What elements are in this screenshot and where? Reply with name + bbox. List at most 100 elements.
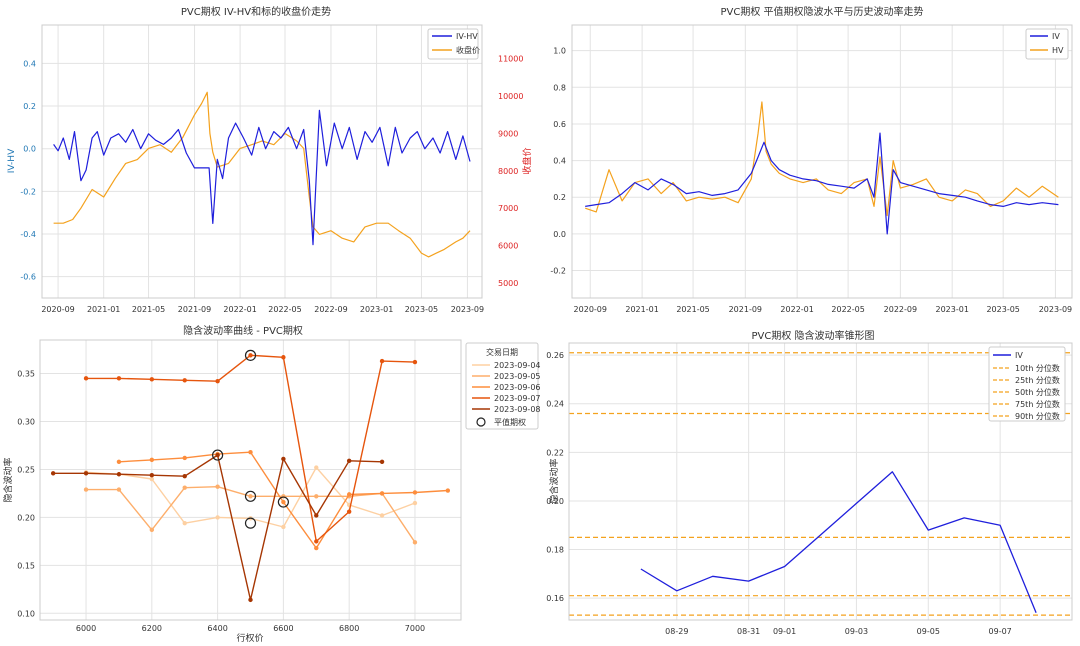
chart-4-frame [568,342,1073,621]
chart-3-point [379,358,385,364]
chart-1-x-tick-label: 2022-01 [223,305,256,314]
chart-3-point [215,484,220,489]
chart-3-atm-marker [244,517,257,529]
chart-1-legend-label-iv-hv: IV-HV [456,32,478,41]
chart-3-point [149,527,155,533]
chart-3-point [116,472,122,477]
chart-1-y2-tick-label: 7000 [498,204,518,213]
chart-4-legend-label-quantile: 75th 分位数 [1015,399,1060,409]
chart-4-y-tick-label: 0.16 [546,594,564,603]
chart-3-point [83,376,89,381]
chart-3-y-tick-label: 0.10 [17,609,35,618]
chart-1-series-iv-hv [53,109,471,246]
chart-4-legend-label-quantile: 10th 分位数 [1015,363,1060,373]
chart-1-y-tick-label: -0.4 [20,230,36,239]
chart-1-y-tick-label: 0.4 [23,59,36,68]
chart-3-point [149,473,155,478]
chart-2-frame [571,24,1073,299]
chart-3-point [346,509,352,514]
chart-3-legend-label: 2023-09-06 [494,383,541,392]
chart-4-x-tick-label: 08-29 [665,627,688,636]
chart-3-x-axis-label: 行权价 [236,632,263,644]
chart-2-x-tick-label: 2023-05 [986,305,1019,314]
chart-3-x-tick-label: 6600 [273,624,293,633]
chart-1-x-tick-label: 2021-05 [132,305,165,314]
chart-4-y-tick-label: 0.24 [546,400,564,409]
chart-3-x-tick-label: 6800 [339,624,359,633]
chart-3-point [248,597,253,603]
chart-3-point [83,471,89,476]
chart-3-point [281,355,286,360]
chart-4-x-tick-label: 09-01 [773,627,796,636]
chart-1-y2-tick-label: 11000 [498,55,523,64]
chart-3-y-axis-label: 隐含波动率 [2,457,14,502]
chart-3-x-tick-label: 6200 [142,624,162,633]
chart-3-point [248,353,253,358]
chart-2-legend-label-iv: IV [1052,32,1060,41]
chart-2-y-tick-label: 1.0 [553,47,566,56]
chart-1-x-tick-label: 2021-09 [178,305,211,314]
chart-3-point [116,487,122,492]
chart-1-legend-label-price: 收盘价 [456,45,480,55]
chart-1-y2-tick-label: 8000 [498,167,518,176]
chart-3-y-tick-label: 0.20 [17,513,35,522]
chart-2-series-iv [585,132,1059,235]
chart-4-iv-cone: PVC期权 隐含波动率锥形图 08-29 08-31 09-01 09-03 09-05… [546,329,1073,636]
chart-3-point [83,487,89,492]
chart-3-point [314,494,319,499]
chart-3-point [149,457,155,463]
chart-3-point [248,449,253,455]
chart-3-atm-marker [277,496,289,508]
chart-3-point [314,513,319,518]
chart-2-y-tick-label: 0.4 [553,157,566,166]
chart-3-point [412,490,418,495]
chart-4-x-tick-label: 09-07 [989,627,1012,636]
chart-2-x-tick-label: 2021-05 [676,305,709,314]
chart-3-legend-label: 2023-09-07 [494,394,541,403]
chart-3-point [445,488,451,493]
chart-3-legend-label: 2023-09-08 [494,405,541,414]
chart-3-point [182,473,187,479]
chart-4-legend-label-quantile: 50th 分位数 [1015,387,1060,397]
chart-3-y-tick-label: 0.25 [17,465,35,474]
chart-1-y-tick-label: 0.0 [23,145,36,154]
chart-1-y2-tick-label: 5000 [498,279,518,288]
chart-2-x-tick-label: 2022-01 [780,305,813,314]
chart-3-series-line [86,354,416,543]
chart-3-point [281,524,286,530]
chart-2-y-tick-label: 0.6 [553,120,566,129]
chart-2-x-tick-label: 2023-09 [1039,305,1072,314]
chart-1-x-tick-label: 2022-05 [268,305,301,314]
chart-3-point [314,539,319,544]
chart-3-point [346,492,352,497]
chart-4-legend-box [988,346,1066,422]
chart-3-y-tick-label: 0.35 [17,370,35,379]
chart-3-point [149,377,155,382]
chart-1-x-tick-label: 2023-05 [405,305,438,314]
chart-1-frame [41,24,483,299]
chart-3-point [314,465,319,470]
chart-3-point [116,459,122,464]
chart-1-legend: IV-HV 收盘价 [427,28,480,60]
chart-4-legend: IV 10th 分位数 25th 分位数 50th 分位数 75th 分位数 90th … [988,346,1066,422]
chart-2-x-tick-label: 2023-01 [935,305,968,314]
chart-3-point [379,459,385,464]
chart-3-legend-label: 2023-09-05 [494,372,541,381]
chart-2-x-tick-label: 2020-09 [574,305,607,314]
chart-3-frame [39,339,462,621]
chart-3-legend-swatch-atm [476,417,486,427]
chart-3-legend: 交易日期 2023-09-04 2023-09-05 2023-09-06 2023-… [465,342,541,430]
chart-4-legend-label-iv: IV [1015,351,1023,360]
chart-2-y-tick-label: 0.0 [553,230,566,239]
chart-3-x-tick-label: 6000 [76,624,96,633]
chart-1-y-tick-label: 0.2 [23,102,36,111]
chart-1-y2-tick-label: 6000 [498,242,518,251]
chart-1-x-tick-label: 2021-01 [87,305,120,314]
chart-3-y-tick-label: 0.15 [17,561,35,570]
chart-3-point [182,455,187,461]
chart-3-point [379,513,385,518]
chart-3-x-tick-label: 6400 [207,624,227,633]
chart-2-y-tick-label: -0.2 [550,267,566,276]
chart-2-series-hv [585,101,1059,217]
chart-3-point [149,476,155,482]
